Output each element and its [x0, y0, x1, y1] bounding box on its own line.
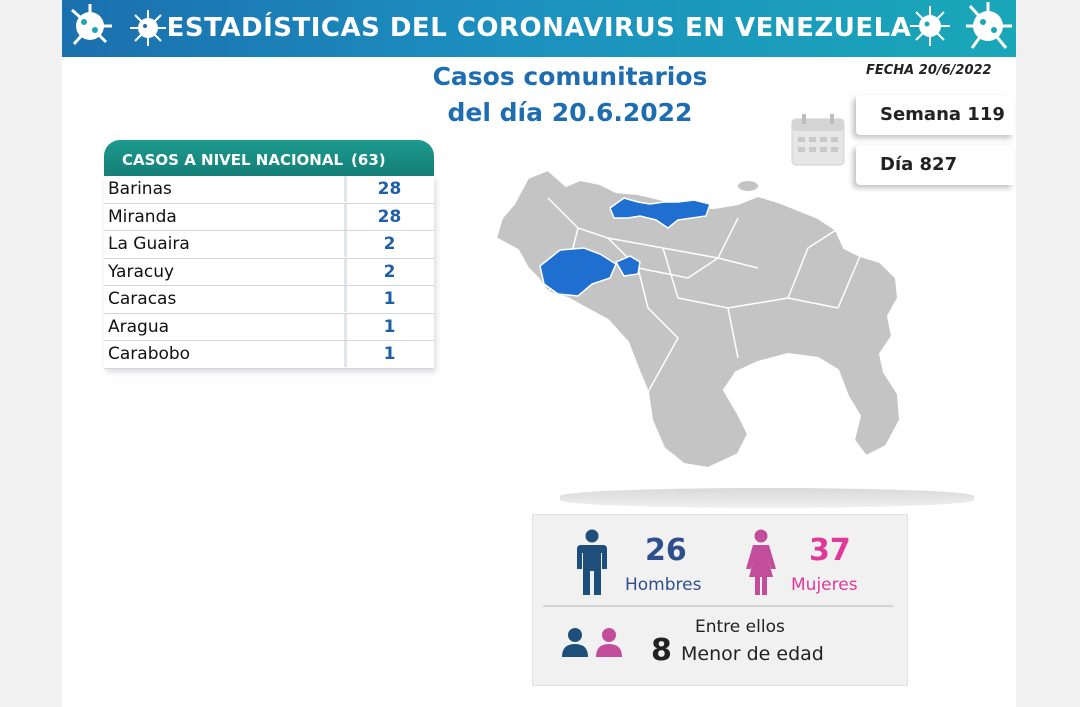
- female-icon: [746, 529, 776, 595]
- table-row: Miranda 28: [104, 203, 434, 231]
- state-cases: 2: [344, 258, 432, 285]
- entre-label: Entre ellos: [695, 617, 785, 637]
- venezuela-map: [494, 168, 902, 470]
- subtitle-line1: Casos comunitarios: [432, 62, 708, 91]
- state-cases: 2: [344, 231, 432, 257]
- state-cases: 1: [344, 341, 432, 367]
- state-name: Miranda: [108, 206, 177, 227]
- minors-count: 8: [651, 633, 672, 668]
- virus-icon: [130, 10, 166, 46]
- state-cases: 28: [344, 203, 432, 230]
- day-badge: Día 827: [856, 145, 1014, 185]
- state-name: Aragua: [108, 316, 170, 337]
- subtitle-line2: del día 20.6.2022: [447, 98, 693, 127]
- virus-icon: [910, 6, 950, 46]
- people-icon: [562, 628, 622, 657]
- state-name: Barinas: [108, 179, 172, 199]
- male-icon: [577, 529, 607, 595]
- state-name: Yaracuy: [108, 261, 175, 282]
- table-row: Yaracuy 2: [104, 258, 434, 286]
- map-state-highlight: [609, 197, 711, 229]
- table-row: La Guaira 2: [104, 231, 434, 259]
- map-state-highlight: [614, 255, 641, 277]
- male-count: 26: [645, 533, 687, 568]
- state-name: La Guaira: [108, 234, 190, 254]
- table-header: CASOS A NIVEL NACIONAL (63): [104, 140, 434, 176]
- female-label: Mujeres: [791, 575, 858, 595]
- state-cases: 1: [344, 313, 432, 340]
- table-row: Barinas 28: [104, 176, 434, 204]
- female-count: 37: [809, 533, 851, 568]
- demographics-panel: 26 Hombres 37 Mujeres Entre ellos 8 Meno…: [532, 514, 908, 686]
- table-title: CASOS A NIVEL NACIONAL: [122, 151, 344, 169]
- week-badge: Semana 119: [856, 95, 1014, 135]
- cases-table: CASOS A NIVEL NACIONAL (63) Barinas 28 Mir…: [104, 140, 434, 369]
- stats-divider: [543, 605, 893, 607]
- state-name: Carabobo: [108, 344, 191, 364]
- minors-label: Menor de edad: [681, 643, 824, 665]
- date-label: FECHA 20/6/2022: [866, 63, 992, 78]
- table-row: Carabobo 1: [104, 341, 434, 369]
- table-row: Aragua 1: [104, 313, 434, 341]
- male-label: Hombres: [625, 575, 702, 595]
- table-total: (63): [351, 151, 386, 169]
- stats-shadow: [560, 488, 974, 508]
- state-cases: 28: [344, 176, 432, 202]
- state-cases: 1: [344, 286, 432, 312]
- virus-icon: [71, 4, 112, 45]
- map-country: [494, 168, 902, 470]
- map-state-highlight: [539, 247, 617, 297]
- state-name: Caracas: [108, 289, 177, 309]
- table-row: Caracas 1: [104, 286, 434, 314]
- header-title: ESTADÍSTICAS DEL CORONAVIRUS EN VENEZUEL…: [166, 13, 912, 43]
- calendar-icon: [791, 114, 845, 166]
- virus-icon: [966, 2, 1012, 49]
- header-banner: ESTADÍSTICAS DEL CORONAVIRUS EN VENEZUEL…: [62, 0, 1016, 57]
